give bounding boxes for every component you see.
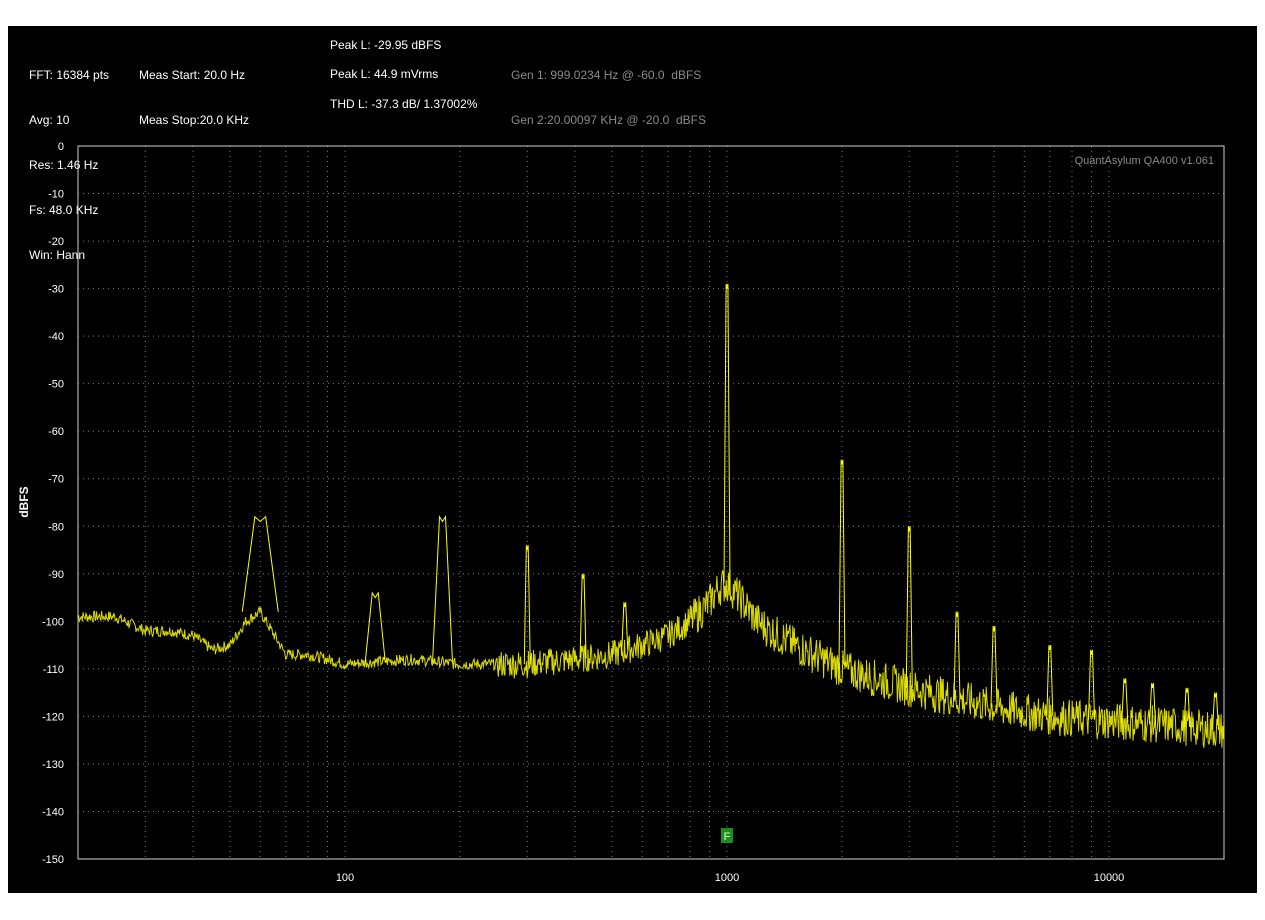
thd-text: THD L: -37.3 dB/ 1.37002% [330,97,478,111]
harmonic-peak [1121,678,1129,723]
frequency-marker-box[interactable] [721,828,734,843]
harmonic-peak [1183,687,1191,727]
harmonic-peak [838,459,846,669]
y-tick-label: -120 [42,711,64,723]
harmonic-peak [432,515,454,663]
gen2-text: Gen 2:20.00097 KHz @ -20.0 dBFS [511,113,706,127]
harmonic-peak [1046,645,1054,717]
harmonic-peak [953,611,961,699]
meas-start-text: Meas Start: 20.0 Hz [139,68,246,82]
y-tick-label: -90 [48,569,64,581]
fft-size-text: FFT: 16384 pts [29,68,110,82]
y-tick-label: -50 [48,379,64,391]
gen1-text: Gen 1: 999.0234 Hz @ -60.0 dBFS [511,68,702,82]
x-tick-label: 10000 [1094,872,1125,884]
measurement-range-block: Meas Start: 20.0 Hz Meas Stop:20.0 KHz [139,38,249,158]
y-tick-label: -30 [48,284,64,296]
x-tick-label: 1000 [715,872,739,884]
harmonic-peaks [241,283,1219,730]
y-tick-label: -140 [42,806,64,818]
harmonic-peak [579,573,587,659]
y-tick-label: -70 [48,474,64,486]
sample-rate-text: Fs: 48.0 KHz [29,203,99,217]
harmonic-peak [1088,649,1096,720]
frequency-marker[interactable]: F [721,828,734,843]
x-axis-ticks: 100 1000 10000 [336,872,1124,884]
generator-block: Gen 1: 999.0234 Hz @ -60.0 dBFS Gen 2:20… [511,38,706,158]
harmonic-peak [905,526,913,688]
y-axis-label: dBFS [17,486,31,517]
y-tick-label: -40 [48,331,64,343]
harmonic-peak [241,515,279,612]
y-tick-label: -80 [48,521,64,533]
peak-dbfs-text: Peak L: -29.95 dBFS [330,38,442,52]
spectrum-trace [77,569,1225,748]
x-tick-label: 100 [336,872,354,884]
spectrum-chart: 0 -10 -20 -30 -40 -50 -60 -70 -80 -90 -100 -110 -120… [17,141,1225,884]
fft-settings-block: FFT: 16384 pts Avg: 10 Res: 1.46 Hz Fs: … [29,38,109,293]
harmonic-peak [523,545,531,665]
plot-frame [77,145,1225,860]
harmonic-peak [990,625,998,707]
y-tick-label: -20 [48,236,64,248]
y-tick-label: -10 [48,189,64,201]
harmonic-peak [1211,692,1219,730]
watermark-text: QuantAsylum QA400 v1.061 [1075,155,1214,167]
y-axis-ticks: 0 -10 -20 -30 -40 -50 -60 -70 -80 -90 -100 -110 -120… [42,141,64,866]
harmonic-peak [364,591,386,663]
averages-text: Avg: 10 [29,113,70,127]
frequency-marker-label: F [724,831,731,843]
y-tick-label: -130 [42,759,64,771]
grid [78,146,1224,859]
harmonic-peak [621,602,629,651]
y-tick-label: 0 [58,141,64,153]
harmonic-peak [723,283,731,584]
resolution-text: Res: 1.46 Hz [29,158,99,172]
y-tick-label: -100 [42,616,64,628]
peak-vrms-text: Peak L: 44.9 mVrms [330,67,439,81]
noise-floor-trace [77,569,1225,748]
harmonic-peak [1149,683,1157,725]
meas-stop-text: Meas Stop:20.0 KHz [139,113,250,127]
y-tick-label: -110 [43,664,64,676]
y-tick-label: -60 [48,426,64,438]
analyzer-panel: FFT: 16384 pts Avg: 10 Res: 1.46 Hz Fs: … [8,26,1257,893]
y-tick-label: -150 [42,854,64,866]
